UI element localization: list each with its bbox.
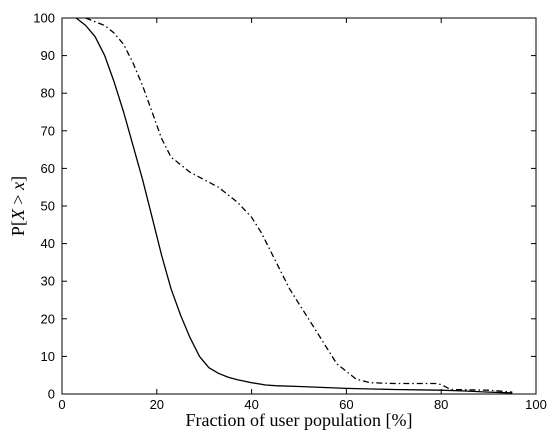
x-tick-label: 60: [339, 397, 353, 412]
x-tick-label: 40: [244, 397, 258, 412]
y-tick-label: 60: [41, 161, 55, 176]
axis-ticks: [61, 17, 537, 395]
y-tick-label: 20: [41, 311, 55, 326]
y-tick-label: 80: [41, 86, 55, 101]
y-tick-label: 100: [33, 11, 55, 26]
y-tick-label: 90: [41, 48, 55, 63]
series-group: [75, 17, 513, 394]
y-axis-label: P[X > x]: [8, 176, 28, 236]
x-tick-label: 80: [434, 397, 448, 412]
x-tick-label: 100: [525, 397, 547, 412]
y-label-prefix: P[: [8, 220, 28, 236]
y-tick-label: 30: [41, 274, 55, 289]
plot-frame: [61, 17, 537, 395]
y-tick-label: 0: [48, 387, 55, 402]
y-tick-label: 10: [41, 349, 55, 364]
y-tick-label: 50: [41, 199, 55, 214]
axis-tick-labels: 0 20 40 60 80 100 0 10 20 30 40 50 60 70 80 90 100: [33, 11, 547, 413]
series-line-1: [75, 17, 513, 394]
x-tick-label: 0: [58, 397, 65, 412]
series-line-2: [85, 17, 513, 393]
y-label-suffix: ]: [8, 176, 28, 182]
y-tick-label: 70: [41, 123, 55, 138]
y-label-op: >: [8, 190, 28, 209]
y-label-var2: x: [8, 182, 28, 191]
x-tick-label: 20: [150, 397, 164, 412]
y-label-var1: X: [8, 208, 28, 221]
y-tick-label: 40: [41, 236, 55, 251]
x-axis-label: Fraction of user population [%]: [186, 410, 413, 430]
